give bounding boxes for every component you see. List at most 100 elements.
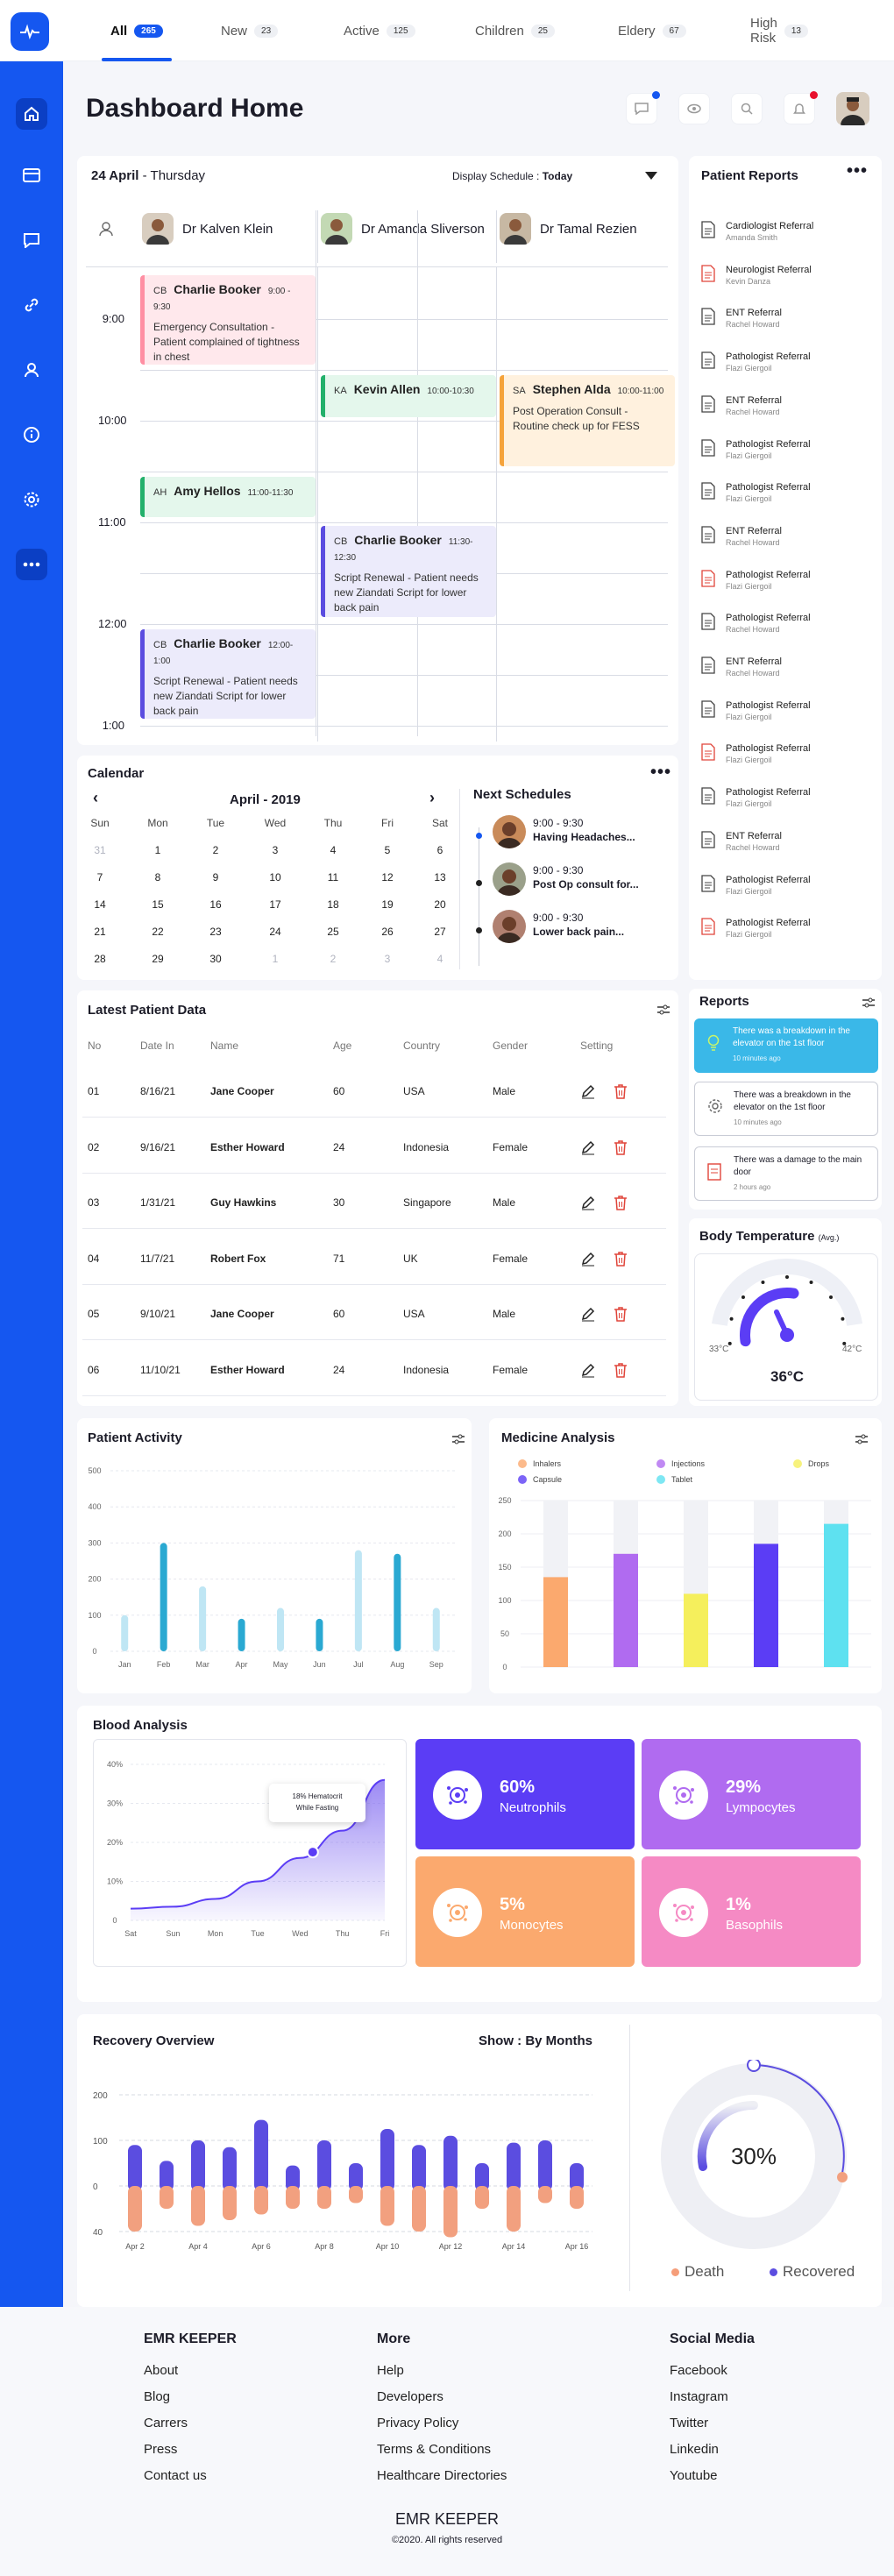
sidebar-settings-icon[interactable]	[16, 484, 47, 515]
donut-handle-end[interactable]	[837, 2172, 848, 2182]
death-bar[interactable]	[380, 2186, 394, 2226]
calendar-day[interactable]: 4	[330, 844, 337, 856]
sidebar-card-icon[interactable]	[16, 160, 47, 191]
recovered-bar[interactable]	[349, 2163, 363, 2191]
sidebar-link-icon[interactable]	[16, 289, 47, 321]
death-bar[interactable]	[254, 2186, 268, 2215]
report-list-item[interactable]: Pathologist Referral Flazi Giergoil	[701, 875, 811, 910]
activity-bar[interactable]	[199, 1586, 207, 1651]
delete-icon[interactable]	[614, 1251, 628, 1271]
sidebar-info-icon[interactable]	[16, 419, 47, 451]
bell-icon[interactable]	[784, 93, 815, 124]
recovered-bar[interactable]	[191, 2140, 205, 2191]
footer-link[interactable]: Privacy Policy	[377, 2416, 459, 2431]
edit-icon[interactable]	[580, 1362, 596, 1382]
footer-link[interactable]: Youtube	[670, 2468, 718, 2483]
calendar-day[interactable]: 11	[327, 871, 339, 884]
footer-link[interactable]: About	[144, 2363, 179, 2378]
search-icon[interactable]	[731, 93, 763, 124]
calendar-day[interactable]: 2	[212, 844, 219, 856]
calendar-day[interactable]: 24	[269, 926, 281, 938]
calendar-day[interactable]: 30	[209, 953, 222, 965]
report-list-item[interactable]: ENT Referral Rachel Howard	[701, 308, 782, 343]
calendar-day[interactable]: 21	[94, 926, 106, 938]
appointment-card[interactable]: CB Charlie Booker 11:30-12:30 Script Renewa…	[321, 526, 496, 617]
footer-link[interactable]: Twitter	[670, 2416, 709, 2431]
calendar-next-button[interactable]: ›	[429, 789, 435, 806]
medicine-filter-icon[interactable]	[855, 1434, 868, 1444]
activity-bar[interactable]	[394, 1553, 401, 1651]
eye-icon[interactable]	[678, 93, 710, 124]
footer-link[interactable]: Help	[377, 2363, 404, 2378]
calendar-day[interactable]: 12	[381, 871, 394, 884]
calendar-day[interactable]: 1	[272, 953, 279, 965]
footer-link[interactable]: Facebook	[670, 2363, 727, 2378]
medicine-bar[interactable]	[754, 1543, 778, 1667]
death-bar[interactable]	[349, 2186, 363, 2203]
calendar-day[interactable]: 3	[384, 953, 391, 965]
appointment-card[interactable]: AH Amy Hellos 11:00-11:30	[140, 477, 316, 517]
blood-stat-card[interactable]: 60% Neutrophils	[415, 1739, 635, 1849]
calendar-day[interactable]: 15	[152, 898, 164, 911]
sidebar-user-icon[interactable]	[16, 354, 47, 386]
calendar-day[interactable]: 2	[330, 953, 337, 965]
edit-icon[interactable]	[580, 1306, 596, 1326]
delete-icon[interactable]	[614, 1139, 628, 1160]
recovered-bar[interactable]	[412, 2145, 426, 2191]
footer-link[interactable]: Linkedin	[670, 2442, 719, 2457]
blood-stat-card[interactable]: 5% Monocytes	[415, 1856, 635, 1967]
recovered-bar[interactable]	[507, 2142, 521, 2191]
recovered-bar[interactable]	[443, 2135, 458, 2191]
delete-icon[interactable]	[614, 1306, 628, 1326]
calendar-day[interactable]: 31	[94, 844, 106, 856]
recovered-bar[interactable]	[538, 2140, 552, 2191]
calendar-day[interactable]: 18	[327, 898, 339, 911]
donut-handle-start[interactable]	[747, 2060, 761, 2072]
schedule-text[interactable]: Lower back pain...	[533, 926, 625, 938]
sidebar-home-icon[interactable]	[16, 98, 47, 130]
calendar-day[interactable]: 4	[436, 953, 443, 965]
death-bar[interactable]	[128, 2186, 142, 2232]
sidebar-chat-icon[interactable]	[16, 224, 47, 256]
sidebar-more-icon[interactable]	[16, 549, 47, 580]
report-notification[interactable]: There was a breakdown in the elevator on…	[694, 1082, 878, 1136]
calendar-day[interactable]: 17	[269, 898, 281, 911]
activity-bar[interactable]	[316, 1618, 323, 1651]
patient-reports-menu-icon[interactable]: •••	[847, 161, 869, 181]
schedule-text[interactable]: Having Headaches...	[533, 831, 635, 843]
report-list-item[interactable]: Pathologist Referral Flazi Giergoil	[701, 918, 811, 953]
medicine-bar[interactable]	[684, 1593, 708, 1667]
calendar-day[interactable]: 1	[154, 844, 161, 856]
chevron-down-icon[interactable]	[645, 172, 657, 181]
calendar-day[interactable]: 28	[94, 953, 106, 965]
filter-icon[interactable]	[657, 1004, 670, 1015]
activity-bar[interactable]	[121, 1614, 129, 1651]
recovery-period-select[interactable]: Show : By Months	[479, 2033, 592, 2048]
recovered-bar[interactable]	[254, 2119, 268, 2191]
doctor-header[interactable]: Dr Kalven Klein	[142, 213, 273, 245]
report-list-item[interactable]: Pathologist Referral Flazi Giergoil	[701, 743, 811, 778]
calendar-day[interactable]: 26	[381, 926, 394, 938]
edit-icon[interactable]	[580, 1195, 596, 1215]
activity-bar[interactable]	[160, 1543, 167, 1651]
report-notification[interactable]: There was a breakdown in the elevator on…	[694, 1018, 878, 1073]
death-bar[interactable]	[223, 2186, 237, 2220]
report-list-item[interactable]: Neurologist Referral Kevin Danza	[701, 265, 812, 300]
calendar-day[interactable]: 10	[269, 871, 281, 884]
tab-new[interactable]: New 23	[221, 0, 279, 61]
appointment-card[interactable]: KA Kevin Allen 10:00-10:30	[321, 375, 496, 417]
report-list-item[interactable]: Pathologist Referral Flazi Giergoil	[701, 351, 811, 387]
display-schedule-select[interactable]: Display Schedule : Today	[452, 170, 573, 182]
recovered-bar[interactable]	[317, 2140, 331, 2191]
tab-high-risk[interactable]: High Risk 13	[750, 0, 808, 61]
recovered-bar[interactable]	[128, 2145, 142, 2191]
report-list-item[interactable]: Pathologist Referral Flazi Giergoil	[701, 439, 811, 474]
delete-icon[interactable]	[614, 1195, 628, 1215]
next-schedules-menu-icon[interactable]: •••	[650, 763, 672, 782]
death-bar[interactable]	[160, 2186, 174, 2209]
report-list-item[interactable]: ENT Referral Rachel Howard	[701, 526, 782, 561]
death-bar[interactable]	[286, 2186, 300, 2209]
edit-icon[interactable]	[580, 1139, 596, 1160]
footer-link[interactable]: Press	[144, 2442, 178, 2457]
report-list-item[interactable]: Cardiologist Referral Amanda Smith	[701, 221, 813, 256]
